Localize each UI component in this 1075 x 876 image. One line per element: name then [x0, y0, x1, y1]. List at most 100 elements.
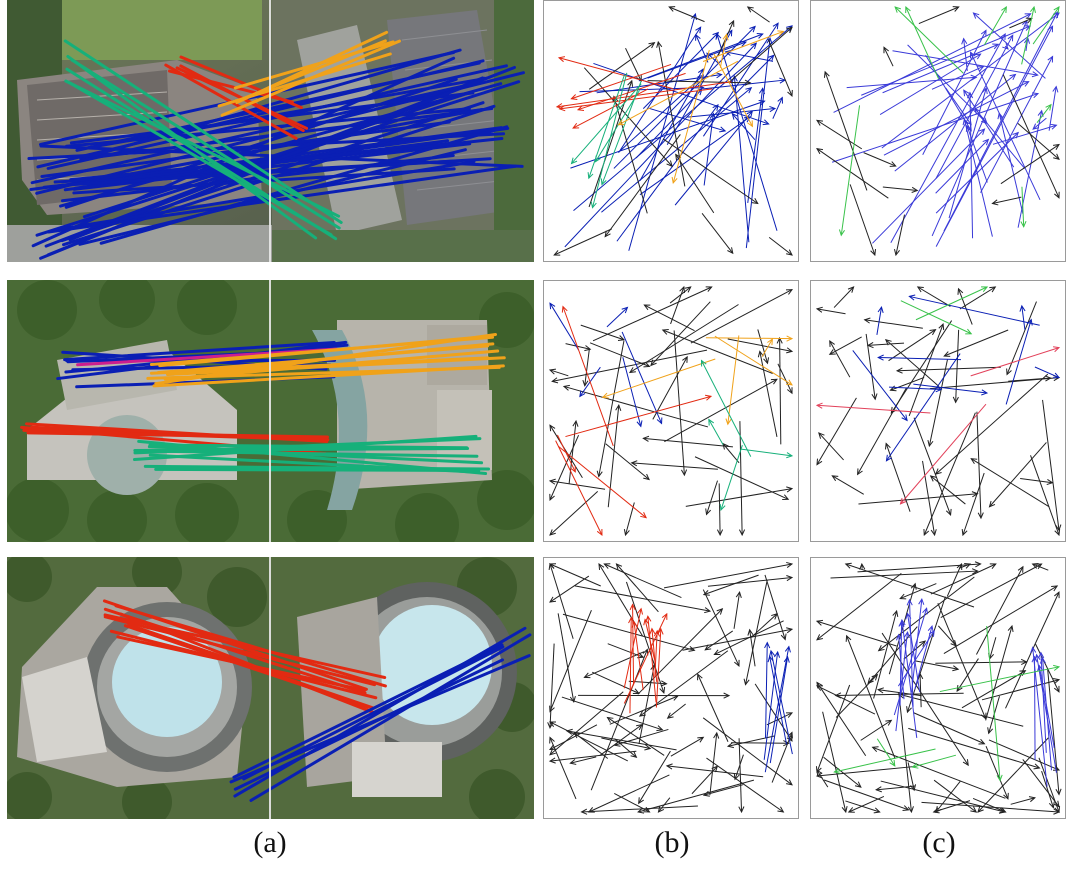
vector-red-head — [629, 603, 636, 611]
vector-black — [1017, 122, 1060, 160]
vector-black-head — [875, 786, 882, 793]
vector-blue-head — [784, 645, 791, 653]
vector-black-head — [628, 367, 636, 374]
vector-black-head — [656, 725, 664, 732]
vector-black — [824, 71, 868, 191]
vector-red — [647, 616, 657, 703]
vector-black — [670, 736, 704, 757]
vector-black-head — [884, 442, 891, 450]
vector-black — [714, 620, 784, 655]
vector-black-head — [857, 468, 863, 476]
vector-black-head — [907, 806, 914, 814]
vector-blue — [969, 92, 974, 239]
vector-blue — [831, 93, 1039, 163]
vector-black — [557, 613, 575, 702]
vector-black — [616, 563, 659, 613]
match-line-blue — [229, 654, 531, 784]
vector-black — [554, 228, 612, 256]
vector-blue — [907, 44, 988, 124]
vector-black — [703, 784, 744, 796]
match-line-green — [148, 453, 474, 474]
vector-black — [1022, 759, 1060, 807]
vector-black — [832, 475, 864, 495]
vector-black-head — [549, 529, 556, 536]
vector-black — [637, 608, 723, 695]
vector-black-head — [549, 493, 555, 501]
vector-blue — [948, 87, 987, 219]
vector-blue — [898, 634, 905, 700]
vector-black-head — [786, 486, 794, 493]
vector-blue-head — [1052, 85, 1059, 93]
row3-vector-plot-c — [810, 557, 1066, 819]
vector-black-head — [893, 249, 900, 257]
match-line-red — [103, 615, 377, 687]
vector-black-head — [823, 70, 830, 78]
vector-black-head — [615, 563, 623, 570]
vector-green-head — [911, 762, 919, 769]
vector-red-head — [570, 94, 578, 100]
match-line-blue — [62, 104, 496, 247]
vector-black-head — [889, 161, 897, 167]
match-line-green — [63, 39, 343, 224]
vector-red-head — [596, 528, 603, 537]
vector-black — [702, 717, 793, 786]
vector-black-head — [786, 779, 793, 786]
vector-green-head — [719, 503, 726, 512]
vector-blue-head — [750, 42, 758, 50]
vector-green-head — [996, 774, 1003, 782]
vector-black — [549, 491, 599, 536]
vector-black-head — [987, 727, 994, 735]
match-line-orange — [152, 364, 505, 388]
vector-black-head — [845, 634, 852, 642]
vector-black — [1035, 643, 1060, 693]
vector-black-head — [549, 705, 555, 713]
vector-black — [816, 682, 867, 757]
vector-black-head — [598, 563, 605, 571]
vector-black-head — [643, 806, 651, 813]
vector-black-head — [688, 645, 696, 652]
vector-black — [829, 336, 862, 355]
vector-black-head — [971, 568, 979, 575]
vector-blue-head — [1052, 372, 1061, 379]
vector-black-head — [787, 731, 793, 739]
vector-black — [592, 671, 640, 694]
vector-black-head — [938, 323, 945, 331]
vector-black — [663, 563, 793, 589]
vector-red-head — [705, 394, 713, 401]
vector-blue — [894, 74, 1016, 172]
vector-green — [588, 74, 625, 179]
vector-green — [939, 666, 1060, 693]
row2-vector-plot-c — [810, 280, 1066, 542]
vector-black — [768, 237, 793, 256]
vector-blue — [1032, 117, 1047, 130]
vector-black-head — [630, 751, 638, 759]
vector-black — [658, 797, 671, 813]
row1-aerial-image — [7, 0, 534, 262]
vector-blue-head — [706, 52, 713, 60]
vector-black — [1030, 455, 1060, 536]
vector-black — [907, 762, 915, 791]
vector-black-head — [643, 361, 651, 368]
vector-black — [888, 329, 936, 362]
vector-black-head — [780, 633, 787, 641]
vector-red — [651, 628, 658, 682]
vector-black-head — [952, 6, 960, 12]
vector-black-head — [738, 529, 746, 537]
vector-black-head — [643, 473, 650, 481]
vector-black-head — [584, 345, 592, 352]
vector-black — [930, 475, 966, 505]
vector-black-head — [883, 46, 889, 54]
vector-black-head — [704, 644, 712, 651]
vector-blue-head — [766, 37, 773, 44]
vector-black — [822, 711, 847, 813]
vector-black — [898, 692, 912, 813]
vector-black-head — [763, 357, 770, 365]
vector-black — [675, 154, 715, 214]
vector-blue-head — [1047, 55, 1054, 63]
vector-black-head — [787, 89, 793, 97]
vector-black-head — [1053, 678, 1061, 684]
vector-black — [549, 575, 590, 603]
vector-green-head — [894, 6, 902, 13]
vector-green-head — [786, 452, 794, 459]
vector-red — [655, 628, 662, 708]
